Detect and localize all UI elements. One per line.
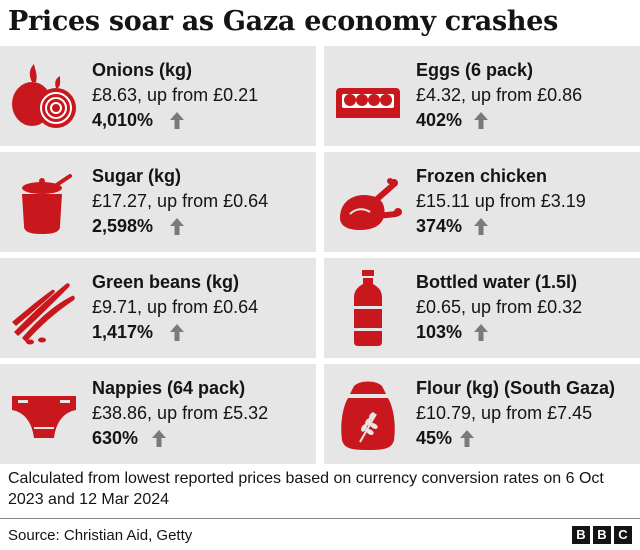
item-name: Eggs (6 pack) <box>416 60 534 80</box>
item-price: £38.86, up from £5.32 <box>92 403 269 423</box>
item-increase: 4,010% <box>92 110 154 130</box>
chicken-icon <box>340 178 402 230</box>
item-increase: 630% <box>92 428 139 448</box>
item-increase: 374% <box>416 216 463 236</box>
arrow-up-icon <box>460 430 474 447</box>
item-price: £0.65, up from £0.32 <box>416 297 583 317</box>
item-price: £17.27, up from £0.64 <box>92 191 269 211</box>
arrow-up-icon <box>170 324 184 341</box>
green-beans-icon <box>12 283 75 345</box>
card-onions: Onions (kg) £8.63, up from £0.21 4,010% <box>0 46 316 146</box>
sugar-pot-icon <box>22 174 72 234</box>
source-credit: Source: Christian Aid, Getty <box>8 527 193 544</box>
bbc-logo: B B C <box>572 526 632 544</box>
item-price: £10.79, up from £7.45 <box>416 403 593 423</box>
arrow-up-icon <box>474 324 488 341</box>
logo-letter: B <box>572 526 590 544</box>
item-name: Flour (kg) (South Gaza) <box>416 378 615 398</box>
logo-letter: C <box>614 526 632 544</box>
item-name: Frozen chicken <box>416 166 548 186</box>
item-price: £15.11 up from £3.19 <box>416 191 586 211</box>
arrow-up-icon <box>170 112 184 129</box>
arrow-up-icon <box>474 218 488 235</box>
item-name: Green beans (kg) <box>92 272 240 292</box>
item-increase: 1,417% <box>92 322 154 342</box>
card-frozen-chicken: Frozen chicken £15.11 up from £3.19 374% <box>324 152 640 252</box>
item-price: £4.32, up from £0.86 <box>416 85 583 105</box>
item-price: £9.71, up from £0.64 <box>92 297 259 317</box>
item-increase: 45% <box>416 428 453 448</box>
logo-letter: B <box>593 526 611 544</box>
water-bottle-icon <box>354 270 382 346</box>
item-increase: 2,598% <box>92 216 154 236</box>
card-nappies: Nappies (64 pack) £38.86, up from £5.32 … <box>0 364 316 464</box>
card-flour: Flour (kg) (South Gaza) £10.79, up from … <box>324 364 640 464</box>
arrow-up-icon <box>170 218 184 235</box>
item-increase: 402% <box>416 110 463 130</box>
item-name: Onions (kg) <box>92 60 192 80</box>
item-name: Nappies (64 pack) <box>92 378 246 398</box>
card-sugar: Sugar (kg) £17.27, up from £0.64 2,598% <box>0 152 316 252</box>
item-increase: 103% <box>416 322 463 342</box>
card-eggs: Eggs (6 pack) £4.32, up from £0.86 402% <box>324 46 640 146</box>
flour-sack-icon <box>341 381 395 450</box>
methodology-note: Calculated from lowest reported prices b… <box>8 470 604 508</box>
item-price: £8.63, up from £0.21 <box>92 85 259 105</box>
divider <box>0 518 640 519</box>
card-green-beans: Green beans (kg) £9.71, up from £0.64 1,… <box>0 258 316 358</box>
item-name: Sugar (kg) <box>92 166 182 186</box>
card-bottled-water: Bottled water (1.5l) £0.65, up from £0.3… <box>324 258 640 358</box>
nappy-icon <box>12 396 76 438</box>
eggs-icon <box>336 88 400 118</box>
page-title: Prices soar as Gaza economy crashes <box>8 6 559 37</box>
arrow-up-icon <box>474 112 488 129</box>
item-name: Bottled water (1.5l) <box>416 272 578 292</box>
arrow-up-icon <box>152 430 166 447</box>
onion-icon <box>12 64 76 128</box>
